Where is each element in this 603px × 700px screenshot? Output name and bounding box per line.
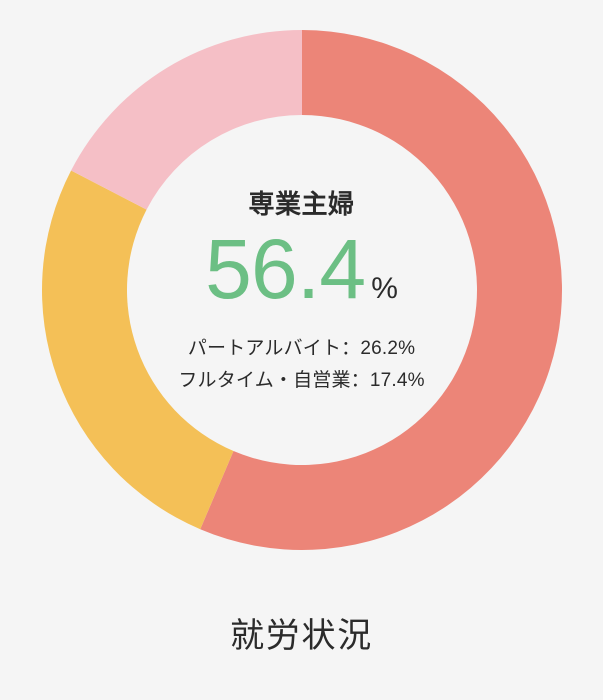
donut-chart bbox=[12, 0, 592, 580]
donut-slice-1 bbox=[41, 171, 233, 530]
donut-slice-2 bbox=[71, 30, 302, 210]
chart-title: 就労状況 bbox=[230, 608, 373, 657]
donut-chart-container: 専業主婦 56.4 % パートアルバイト：26.2% フルタイム・自営業：17.… bbox=[12, 0, 592, 580]
